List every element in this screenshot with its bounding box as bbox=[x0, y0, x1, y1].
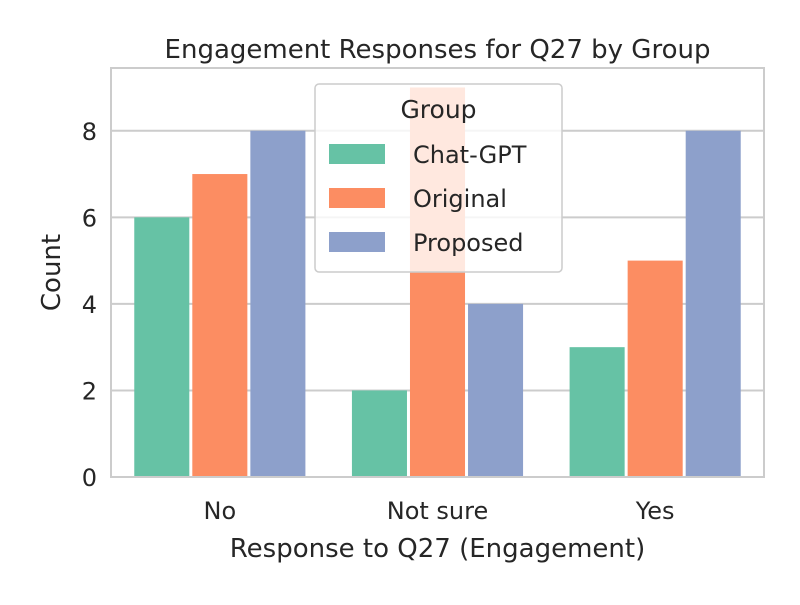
legend-label: Proposed bbox=[413, 229, 524, 257]
y-tick-label: 2 bbox=[82, 377, 97, 405]
y-tick-label: 4 bbox=[82, 291, 97, 319]
legend-items: Chat-GPT Original Proposed bbox=[329, 141, 527, 257]
legend-swatch bbox=[329, 188, 385, 208]
y-tick-label: 6 bbox=[82, 204, 97, 232]
bars bbox=[134, 87, 741, 478]
bar-original-yes bbox=[627, 260, 683, 477]
x-tick-label: Yes bbox=[635, 497, 675, 525]
x-tick-label: Not sure bbox=[387, 497, 489, 525]
bar-chat-gpt-yes bbox=[569, 347, 625, 477]
chart-title: Engagement Responses for Q27 by Group bbox=[165, 35, 711, 65]
y-axis-label: Count bbox=[37, 234, 67, 311]
bar-chat-gpt-no bbox=[134, 217, 190, 478]
bar-chat-gpt-not-sure bbox=[351, 390, 407, 477]
y-ticks: 0 2 4 6 8 bbox=[82, 118, 97, 492]
x-ticks: No Not sure Yes bbox=[204, 497, 675, 525]
legend-swatch bbox=[329, 144, 385, 164]
plot-frame bbox=[110, 67, 765, 478]
legend-title: Group bbox=[400, 95, 476, 124]
legend-swatch bbox=[329, 232, 385, 252]
bar-proposed-not-sure bbox=[468, 303, 524, 477]
x-tick-label: No bbox=[204, 497, 237, 525]
y-tick-label: 8 bbox=[82, 118, 97, 146]
legend-label: Original bbox=[413, 185, 507, 213]
y-tick-label: 0 bbox=[82, 464, 97, 492]
bar-proposed-yes bbox=[685, 130, 741, 478]
legend: Group Chat-GPT Original Proposed bbox=[314, 83, 563, 273]
legend-label: Chat-GPT bbox=[413, 141, 527, 169]
x-axis-label: Response to Q27 (Engagement) bbox=[230, 534, 645, 564]
legend-box bbox=[314, 83, 563, 273]
bar-proposed-no bbox=[250, 130, 306, 478]
bar-original-no bbox=[192, 174, 248, 477]
